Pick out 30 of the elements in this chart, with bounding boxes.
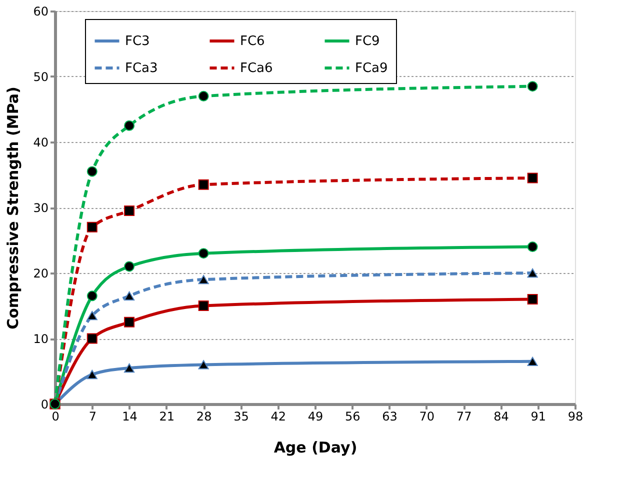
x-tick-label: 14: [122, 410, 138, 424]
x-tick-label: 28: [196, 410, 212, 424]
legend-label: FC9: [355, 34, 380, 49]
y-tick-label: 10: [33, 332, 48, 346]
x-tick-label: 70: [419, 410, 435, 424]
x-tick-label: 84: [494, 410, 509, 424]
x-tick-label: 98: [568, 410, 584, 424]
legend-label: FCa9: [355, 61, 388, 76]
y-tick-label: 20: [33, 266, 48, 280]
legend-label: FC6: [240, 34, 265, 49]
y-tick-label: 30: [33, 201, 48, 215]
legend-label: FC3: [125, 34, 150, 49]
x-tick-label: 0: [52, 410, 60, 424]
x-tick-label: 42: [270, 410, 286, 424]
x-axis-title: Age (Day): [274, 438, 358, 456]
y-tick-label: 60: [33, 4, 48, 18]
y-tick-label: 50: [33, 70, 48, 84]
x-tick-label: 91: [530, 410, 546, 424]
y-tick-label: 40: [33, 136, 48, 150]
x-tick-label: 56: [345, 410, 360, 424]
x-tick-label: 7: [88, 410, 96, 424]
x-tick-label: 49: [308, 410, 324, 424]
y-axis-title: Compressive Strength (MPa): [4, 86, 22, 330]
x-tick-label: 63: [382, 410, 398, 424]
legend-label: FCa3: [125, 61, 158, 76]
legend-label: FCa6: [240, 61, 273, 76]
y-tick-label: 0: [40, 398, 48, 412]
x-tick-label: 21: [159, 410, 175, 424]
x-tick-label: 77: [456, 410, 472, 424]
x-tick-label: 35: [234, 410, 249, 424]
